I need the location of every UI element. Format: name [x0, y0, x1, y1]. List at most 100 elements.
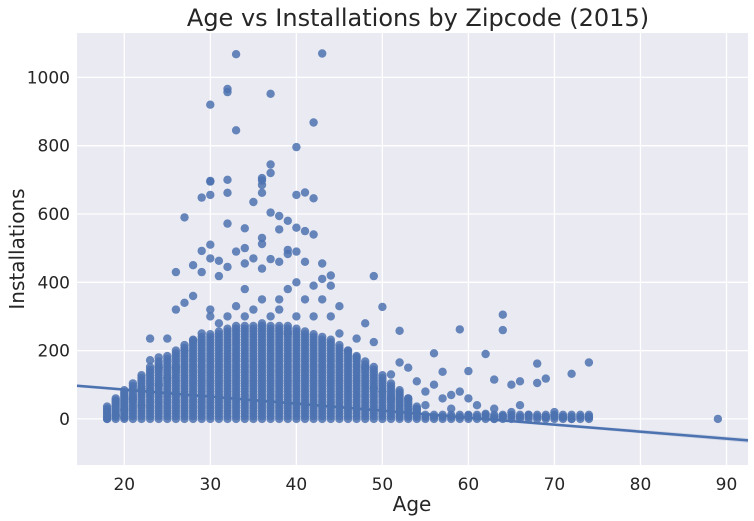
- scatter-point: [266, 160, 275, 169]
- scatter-point: [292, 247, 301, 256]
- scatter-point: [154, 380, 163, 389]
- scatter-point: [223, 175, 232, 184]
- scatter-point: [361, 319, 370, 328]
- scatter-point: [558, 413, 568, 422]
- scatter-point: [481, 409, 490, 418]
- scatter-point: [240, 321, 249, 331]
- x-tick-label: 20: [113, 475, 135, 495]
- scatter-point: [231, 126, 241, 135]
- scatter-point: [576, 410, 585, 419]
- scatter-point: [266, 254, 275, 264]
- scatter-point: [309, 118, 318, 127]
- scatter-point: [447, 390, 456, 400]
- x-tick-label: 30: [200, 475, 222, 495]
- scatter-point: [145, 356, 155, 365]
- scatter-point: [438, 394, 447, 403]
- scatter-point: [137, 401, 146, 410]
- x-tick-label: 70: [544, 475, 566, 495]
- y-tick-label: 800: [38, 137, 70, 157]
- scatter-point: [361, 357, 370, 366]
- scatter-point: [214, 271, 224, 281]
- scatter-point: [335, 302, 344, 311]
- scatter-point: [257, 233, 267, 243]
- scatter-point: [429, 349, 439, 358]
- scatter-point: [318, 274, 327, 284]
- x-tick-label: 80: [630, 475, 652, 495]
- y-tick-label: 400: [38, 273, 70, 293]
- scatter-point: [275, 257, 284, 266]
- scatter-point: [240, 284, 249, 294]
- scatter-point: [257, 295, 267, 304]
- scatter-point: [223, 188, 232, 197]
- scatter-point: [378, 387, 387, 396]
- scatter-point: [266, 89, 275, 99]
- scatter-point: [120, 413, 129, 422]
- scatter-point: [421, 387, 430, 396]
- x-tick-label: 40: [286, 475, 308, 495]
- scatter-point: [343, 346, 353, 355]
- scatter-point: [292, 324, 301, 333]
- scatter-point: [206, 190, 215, 200]
- scatter-point: [369, 362, 378, 372]
- scatter-point: [231, 321, 241, 331]
- scatter-point: [395, 358, 404, 367]
- scatter-point: [275, 295, 284, 304]
- scatter-point: [429, 380, 439, 389]
- scatter-point: [223, 87, 232, 97]
- scatter-point: [275, 211, 284, 221]
- scatter-point: [206, 305, 215, 314]
- scatter-point: [318, 332, 327, 342]
- scatter-point: [249, 197, 258, 207]
- scatter-point: [464, 366, 473, 376]
- scatter-point: [283, 284, 292, 294]
- scatter-point: [455, 387, 464, 396]
- y-tick-labels: 0 200 400 600 800 1000: [27, 68, 70, 430]
- scatter-point: [145, 362, 155, 372]
- scatter-point: [584, 358, 594, 367]
- scatter-point: [515, 377, 525, 386]
- scatter-point: [533, 359, 542, 368]
- scatter-point: [257, 188, 267, 197]
- scatter-point: [318, 49, 327, 58]
- scatter-point: [713, 414, 723, 424]
- scatter-point: [567, 369, 576, 378]
- y-tick-label: 0: [59, 410, 70, 430]
- scatter-point: [214, 319, 224, 328]
- scatter-point: [180, 298, 189, 307]
- scatter-point: [386, 379, 396, 388]
- scatter-point: [335, 329, 344, 338]
- scatter-point: [412, 377, 421, 386]
- scatter-point: [171, 267, 181, 277]
- scatter-point: [206, 254, 215, 263]
- scatter-point: [214, 327, 224, 336]
- scatter-point: [515, 410, 525, 419]
- scatter-point: [223, 312, 232, 321]
- scatter-point: [128, 394, 138, 403]
- scatter-point: [369, 384, 378, 393]
- x-axis-title: Age: [393, 492, 432, 516]
- scatter-point: [188, 336, 198, 345]
- scatter-point: [120, 405, 129, 415]
- scatter-point: [188, 261, 198, 270]
- scatter-point: [206, 177, 215, 186]
- scatter-point: [335, 340, 344, 350]
- scatter-point: [361, 363, 370, 372]
- plot-area: [77, 33, 748, 465]
- scatter-point: [292, 142, 301, 152]
- x-tick-label: 60: [458, 475, 480, 495]
- scatter-point: [352, 334, 361, 343]
- scatter-point: [102, 402, 112, 411]
- scatter-point: [326, 312, 335, 321]
- x-tick-label: 50: [372, 475, 394, 495]
- scatter-point: [404, 394, 413, 403]
- scatter-point: [395, 326, 404, 335]
- scatter-point: [447, 404, 456, 413]
- scatter-point: [386, 394, 396, 403]
- scatter-point: [498, 310, 507, 319]
- scatter-point: [197, 329, 206, 338]
- scatter-point: [223, 219, 232, 228]
- scatter-point: [292, 190, 301, 200]
- scatter-point: [163, 351, 172, 361]
- scatter-point: [507, 380, 516, 389]
